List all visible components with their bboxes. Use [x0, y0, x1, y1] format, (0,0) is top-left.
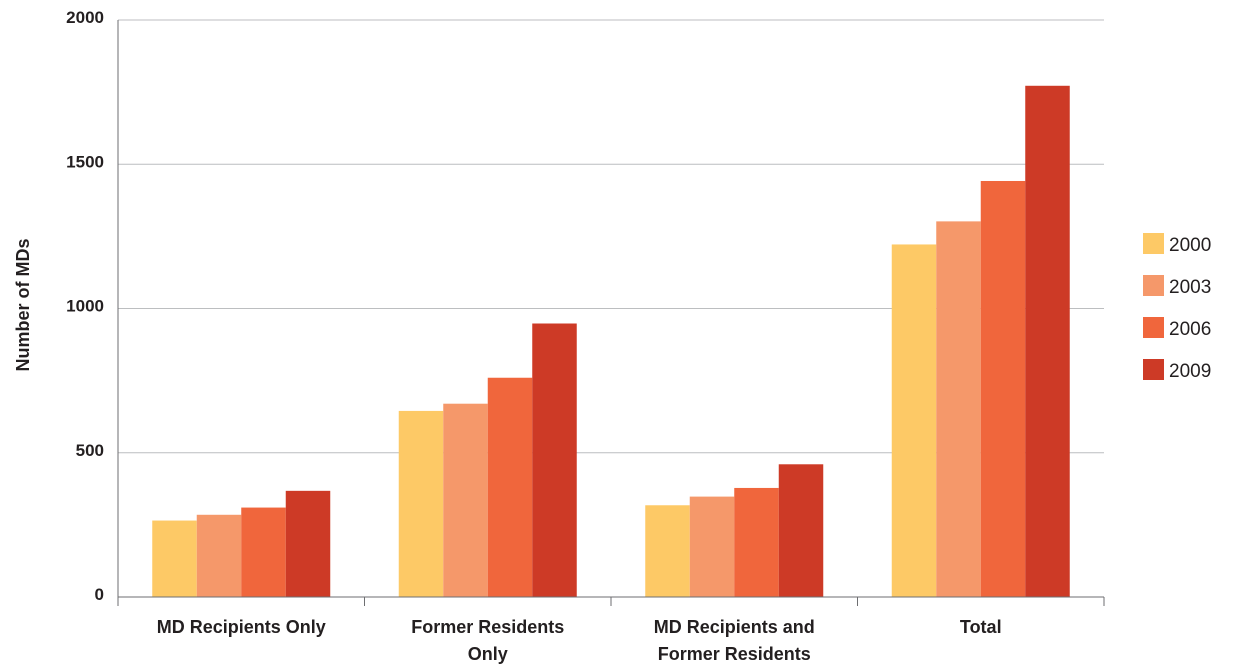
bar: [532, 323, 577, 597]
y-tick-label: 2000: [66, 8, 104, 27]
bar: [285, 490, 331, 597]
bar: [487, 377, 533, 597]
legend-swatch: [1143, 233, 1164, 254]
bar: [152, 520, 197, 597]
x-category-label: MD Recipients Only: [157, 617, 326, 637]
legend-label: 2003: [1169, 277, 1211, 298]
x-category-label: MD Recipients and Former Residents: [654, 617, 815, 664]
legend: 2000 2003 2006 2009: [1143, 233, 1211, 382]
legend-label: 2000: [1169, 235, 1211, 256]
legend-swatch: [1143, 359, 1164, 380]
bar: [980, 180, 1026, 597]
bar: [734, 487, 779, 597]
bar: [891, 244, 937, 597]
y-tick-label: 0: [95, 585, 104, 604]
legend-label: 2006: [1169, 319, 1211, 340]
bar: [1025, 85, 1070, 597]
bar: [398, 410, 444, 597]
y-tick-labels: 0 500 1000 1500 2000: [66, 8, 104, 604]
bar: [778, 464, 824, 597]
legend-swatch: [1143, 317, 1164, 338]
bars: [152, 85, 1070, 598]
y-tick-label: 1500: [66, 152, 104, 171]
x-category-label: Former Residents Only: [411, 617, 564, 664]
bar: [241, 507, 286, 597]
legend-label: 2009: [1169, 361, 1211, 382]
bar: [936, 221, 981, 598]
axes: [117, 20, 1105, 606]
x-category-label: Total: [960, 617, 1002, 637]
y-tick-label: 1000: [66, 297, 104, 316]
x-category-labels: MD Recipients Only Former Residents Only MD…: [157, 617, 1002, 664]
bar: [689, 496, 735, 597]
y-tick-label: 500: [76, 441, 104, 460]
bar: [196, 514, 242, 597]
bar: [443, 403, 488, 597]
bar: [645, 505, 690, 597]
y-axis-title: Number of MDs: [13, 238, 33, 371]
legend-swatch: [1143, 275, 1164, 296]
